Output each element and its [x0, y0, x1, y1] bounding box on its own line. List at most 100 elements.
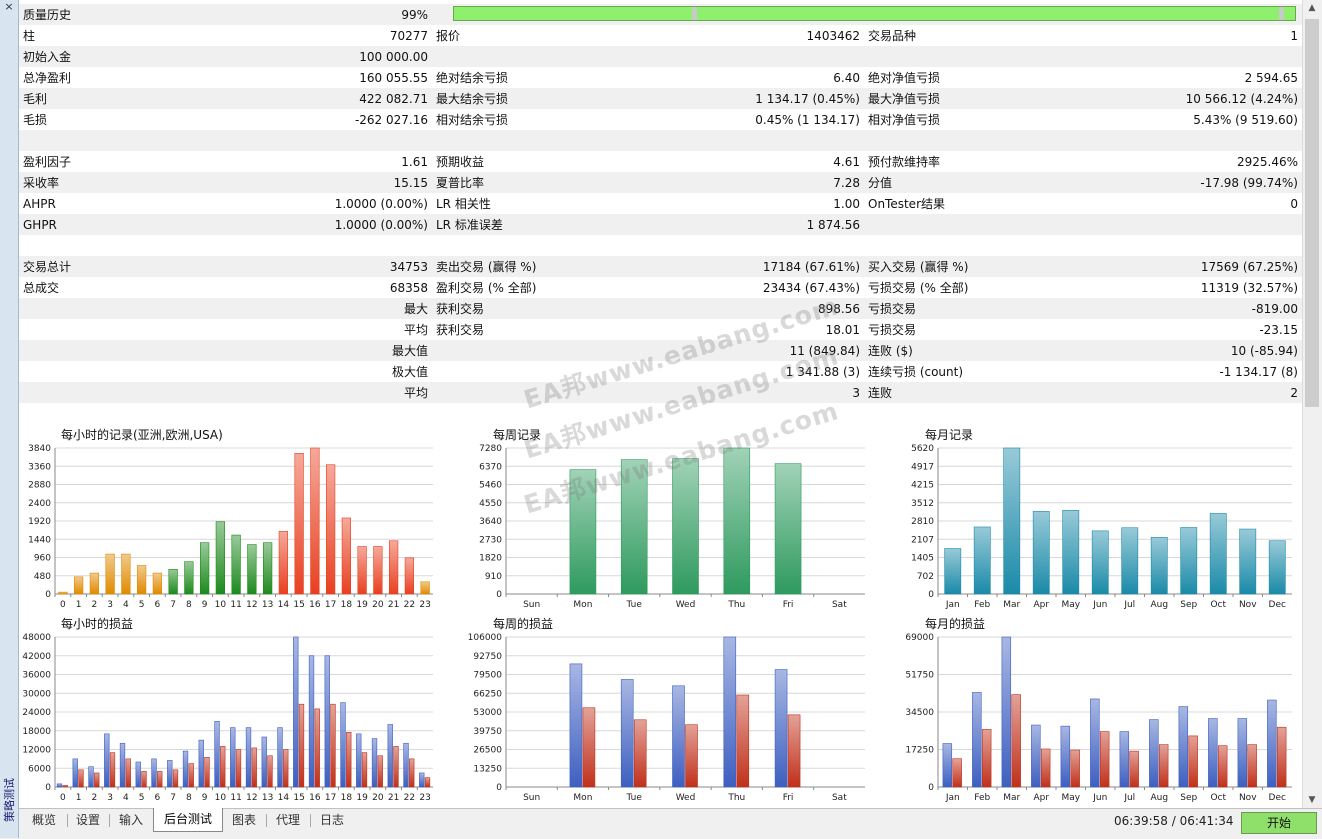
scroll-thumb[interactable] — [1305, 19, 1319, 407]
stat-value: 1.00 — [632, 193, 864, 214]
quality-bar-marker — [692, 7, 697, 20]
bar — [371, 738, 378, 788]
bar — [419, 772, 425, 788]
scroll-down-icon[interactable]: ▼ — [1308, 795, 1316, 805]
stat-value: 11 (849.84) — [632, 340, 864, 361]
close-icon[interactable]: × — [4, 0, 14, 13]
elapsed-time: 06:39:58 / 06:41:34 — [1114, 814, 1234, 828]
bar — [736, 694, 750, 788]
x-tick-label: 14 — [278, 600, 290, 610]
stat-label — [19, 235, 142, 256]
stat-label: 绝对净值亏损 — [864, 67, 1064, 88]
x-tick-label: May — [1061, 793, 1080, 803]
bar — [388, 540, 399, 595]
x-tick-label: Feb — [974, 793, 990, 803]
x-tick-label: 17 — [325, 600, 336, 610]
bar — [168, 568, 178, 595]
x-tick-label: 12 — [246, 600, 257, 610]
stat-value: -23.15 — [1064, 319, 1302, 340]
x-tick-label: 3 — [107, 600, 113, 610]
y-tick-label: 3640 — [479, 517, 502, 527]
tab-inputs[interactable]: 输入 — [118, 813, 143, 827]
bar — [198, 739, 204, 788]
x-tick-label: 18 — [341, 600, 353, 610]
stat-label: 初始入金 — [19, 46, 142, 67]
x-tick-label: Tue — [626, 600, 643, 610]
stat-value: 0 — [1064, 193, 1302, 214]
stats-row — [19, 235, 1302, 256]
y-tick-label: 53000 — [473, 708, 502, 718]
stats-row: 总净盈利 160 055.55 绝对结余亏损 6.40 绝对净值亏损 2 594.65 — [19, 67, 1302, 88]
bar — [104, 733, 110, 788]
stats-row: 毛利 422 082.71 最大结余亏损 1 134.17 (0.45%) 最大净值亏损… — [19, 88, 1302, 109]
stat-value: -262 027.16 — [142, 109, 432, 130]
tab-journal[interactable]: 日志 — [319, 813, 344, 827]
bar — [1267, 699, 1277, 788]
tab-settings[interactable]: 设置 — [75, 813, 100, 827]
stat-label — [19, 298, 142, 319]
bar — [261, 736, 267, 788]
bar — [89, 572, 100, 595]
scroll-up-icon[interactable]: ▲ — [1308, 3, 1316, 13]
y-tick-label: 910 — [485, 572, 502, 582]
bar — [135, 761, 141, 788]
vertical-scrollbar[interactable]: ▲ ▼ — [1302, 0, 1321, 808]
tab-agents[interactable]: 代理 — [275, 813, 300, 827]
y-tick-label: 24000 — [22, 708, 51, 718]
tab-graph[interactable]: 图表 — [231, 813, 256, 827]
bar — [1001, 636, 1012, 788]
x-tick-label: 16 — [309, 600, 321, 610]
x-tick-label: 11 — [230, 600, 241, 610]
stat-value: -1 134.17 (8) — [1064, 361, 1302, 382]
stat-label: LR 标准误差 — [432, 214, 632, 235]
bar — [199, 542, 210, 595]
stat-label: 亏损交易 — [864, 319, 1064, 340]
x-tick-label: Sat — [832, 600, 847, 610]
bar — [330, 703, 336, 788]
hourly-pnl-chart: 每小时的损益 48000 42000 36000 30000 24000 18000 120… — [19, 615, 449, 805]
y-tick-label: 4917 — [911, 462, 934, 472]
x-tick-label: Dec — [1269, 600, 1286, 610]
stat-value — [142, 403, 432, 424]
bar — [1180, 527, 1198, 595]
bar — [1217, 745, 1228, 788]
x-tick-label: 1 — [76, 600, 82, 610]
tab-overview[interactable]: 概览 — [31, 813, 56, 827]
bar — [151, 758, 157, 788]
bar — [267, 755, 273, 788]
stats-table: 质量历史 99% 柱 70277 报价 1403462 交易品种 1 初始入金 100 000.0… — [19, 4, 1302, 424]
x-tick-label: 10 — [215, 793, 227, 803]
x-tick-label: Mar — [1003, 600, 1020, 610]
x-tick-label: Jul — [1123, 600, 1135, 610]
bar — [184, 561, 194, 595]
stat-value — [632, 235, 864, 256]
stat-value — [1064, 214, 1302, 235]
stat-label: 最大结余亏损 — [432, 88, 632, 109]
x-tick-label: 14 — [278, 793, 290, 803]
stat-label — [864, 235, 1064, 256]
quality-bar-marker — [1279, 7, 1284, 20]
bar — [1011, 694, 1021, 788]
monthly-trades-chart: 每月记录 5620 4917 4215 3512 2810 2107 1405 702 0 Jan… — [883, 426, 1302, 612]
y-tick-label: 12000 — [22, 746, 51, 756]
stat-value: 99% — [142, 4, 432, 25]
stat-label: 连续亏损 (count) — [864, 361, 1064, 382]
bar — [723, 636, 737, 788]
bar — [685, 724, 698, 788]
bar — [787, 714, 801, 788]
stat-value: 最大 — [142, 298, 432, 319]
y-tick-label: 0 — [45, 783, 51, 793]
bar — [1119, 731, 1130, 788]
tab-backtest[interactable]: 后台测试 — [153, 808, 223, 832]
y-tick-label: 1440 — [28, 535, 51, 545]
x-tick-label: 21 — [388, 600, 399, 610]
start-button[interactable]: 开始 — [1241, 812, 1317, 834]
x-tick-label: 6 — [155, 600, 161, 610]
bar — [672, 458, 699, 595]
x-tick-label: 5 — [139, 793, 145, 803]
x-tick-label: 13 — [262, 600, 273, 610]
y-tick-label: 42000 — [22, 652, 51, 662]
bar — [942, 743, 953, 788]
stat-label — [19, 130, 142, 151]
x-tick-label: 19 — [356, 793, 368, 803]
